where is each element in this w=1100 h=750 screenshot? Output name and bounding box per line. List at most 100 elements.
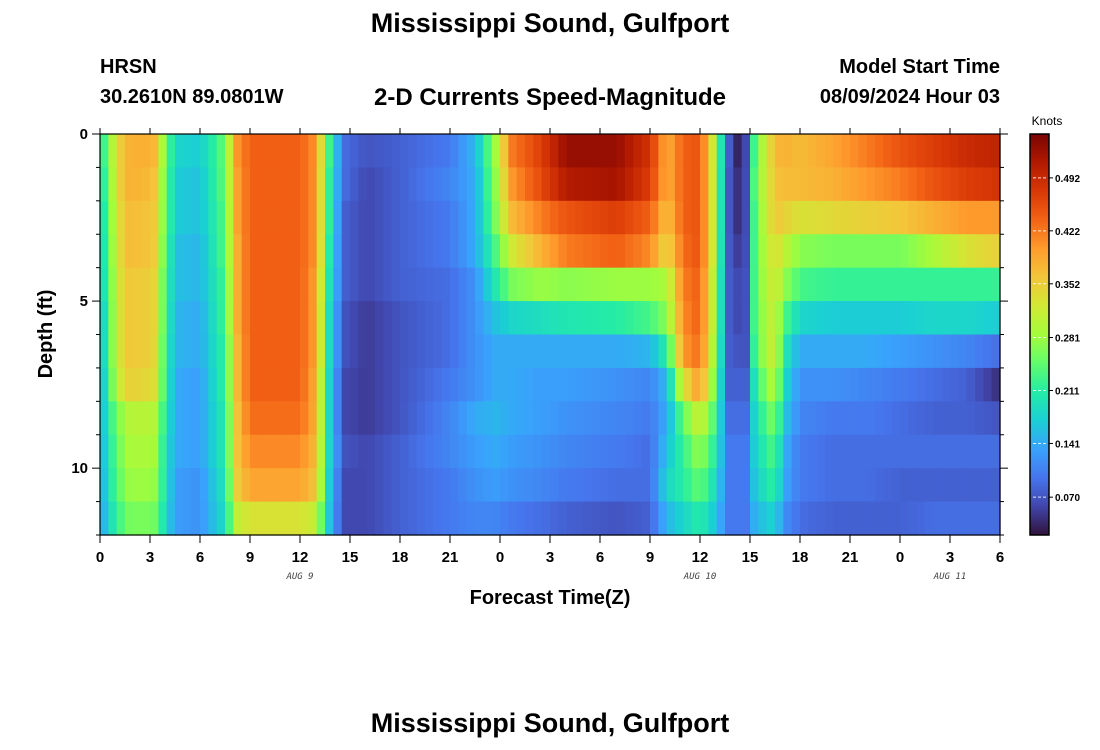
main-title: Mississippi Sound, Gulfport bbox=[370, 8, 730, 38]
heatmap-cell bbox=[550, 200, 559, 235]
heatmap-cell bbox=[400, 434, 409, 469]
heatmap-cell bbox=[266, 501, 276, 536]
heatmap-cell bbox=[441, 334, 451, 369]
heatmap-cell bbox=[916, 267, 926, 302]
heatmap-cell bbox=[150, 301, 159, 336]
heatmap-cell bbox=[391, 234, 401, 269]
heatmap-cell bbox=[666, 267, 676, 302]
heatmap-cell bbox=[150, 468, 159, 503]
heatmap-cell bbox=[150, 134, 159, 169]
heatmap-cell bbox=[300, 367, 309, 402]
heatmap-cell bbox=[591, 334, 601, 369]
heatmap-cell bbox=[425, 434, 434, 469]
heatmap-cell bbox=[541, 367, 551, 402]
heatmap-cell bbox=[525, 334, 534, 369]
heatmap-cell bbox=[425, 468, 434, 503]
heatmap-cell bbox=[575, 367, 584, 402]
heatmap-cell bbox=[108, 200, 118, 235]
heatmap-cell bbox=[808, 468, 818, 503]
heatmap-cell bbox=[933, 200, 943, 235]
heatmap-cell bbox=[783, 267, 793, 302]
heatmap-cell bbox=[466, 234, 476, 269]
heatmap-cell bbox=[400, 334, 409, 369]
heatmap-cell bbox=[716, 234, 726, 269]
heatmap-cell bbox=[858, 167, 868, 202]
heatmap-cell bbox=[541, 468, 551, 503]
heatmap-cell bbox=[616, 167, 626, 202]
y-axis: 0 5 10 bbox=[71, 126, 1008, 536]
heatmap-cell bbox=[200, 234, 209, 269]
heatmap-cell bbox=[458, 334, 468, 369]
heatmap-cell bbox=[508, 434, 518, 469]
heatmap-cell bbox=[816, 501, 826, 536]
heatmap-cell bbox=[758, 234, 768, 269]
heatmap-cell bbox=[766, 267, 776, 302]
heatmap-cell bbox=[791, 434, 801, 469]
heatmap-cell bbox=[875, 267, 884, 302]
heatmap-cell bbox=[825, 501, 834, 536]
heatmap-cell bbox=[475, 434, 484, 469]
heatmap-cell bbox=[716, 367, 726, 402]
heatmap-cell bbox=[608, 434, 618, 469]
heatmap-cell bbox=[900, 301, 909, 336]
heatmap-cell bbox=[775, 501, 784, 536]
heatmap-cell bbox=[341, 334, 351, 369]
heatmap-cell bbox=[800, 367, 809, 402]
heatmap-cell bbox=[883, 134, 893, 169]
heatmap-cell bbox=[541, 401, 551, 436]
heatmap-cell bbox=[750, 334, 759, 369]
heatmap-cell bbox=[575, 267, 584, 302]
heatmap-cell bbox=[841, 167, 851, 202]
date-labels: AUG 9 AUG 10 AUG 11 bbox=[285, 572, 966, 582]
heatmap-cell bbox=[816, 167, 826, 202]
heatmap-cell bbox=[250, 301, 259, 336]
heatmap-cell bbox=[575, 434, 584, 469]
heatmap-cell bbox=[616, 301, 626, 336]
heatmap-cell bbox=[266, 367, 276, 402]
heatmap-cell bbox=[850, 401, 859, 436]
heatmap-cell bbox=[316, 334, 326, 369]
heatmap-cell bbox=[816, 468, 826, 503]
heatmap-cell bbox=[741, 434, 751, 469]
heatmap-cell bbox=[566, 501, 576, 536]
heatmap-cell bbox=[275, 468, 284, 503]
heatmap-cell bbox=[308, 267, 318, 302]
heatmap-cell bbox=[858, 401, 868, 436]
heatmap-cell bbox=[866, 468, 876, 503]
heatmap-cell bbox=[650, 367, 659, 402]
heatmap-cell bbox=[633, 367, 643, 402]
heatmap-cell bbox=[175, 367, 184, 402]
heatmap-cell bbox=[500, 401, 509, 436]
heatmap-cell bbox=[366, 301, 376, 336]
heatmap-cell bbox=[666, 468, 676, 503]
heatmap-cell bbox=[266, 301, 276, 336]
heatmap-cell bbox=[966, 167, 976, 202]
heatmap-cell bbox=[766, 334, 776, 369]
heatmap-cell bbox=[458, 134, 468, 169]
heatmap-cell bbox=[808, 301, 818, 336]
heatmap-cell bbox=[491, 301, 501, 336]
heatmap-cell bbox=[483, 134, 493, 169]
heatmap-cell bbox=[616, 200, 626, 235]
heatmap-cell bbox=[100, 501, 109, 536]
heatmap-cell bbox=[683, 434, 693, 469]
heatmap-cell bbox=[833, 267, 843, 302]
heatmap-cell bbox=[166, 167, 176, 202]
heatmap-cell bbox=[716, 434, 726, 469]
station-coordinates: 30.2610N 89.0801W bbox=[100, 86, 284, 108]
heatmap-cell bbox=[425, 167, 434, 202]
heatmap-cell bbox=[858, 367, 868, 402]
heatmap-cell bbox=[291, 200, 301, 235]
heatmap-cell bbox=[475, 234, 484, 269]
heatmap-cell bbox=[191, 134, 201, 169]
heatmap-cell bbox=[233, 234, 243, 269]
heatmap-cell bbox=[950, 234, 959, 269]
heatmap-cell bbox=[883, 334, 893, 369]
heatmap-cell bbox=[950, 401, 959, 436]
heatmap-cell bbox=[858, 468, 868, 503]
heatmap-cell bbox=[350, 167, 359, 202]
heatmap-cell bbox=[566, 167, 576, 202]
heatmap-cell bbox=[716, 501, 726, 536]
heatmap-cell bbox=[341, 267, 351, 302]
